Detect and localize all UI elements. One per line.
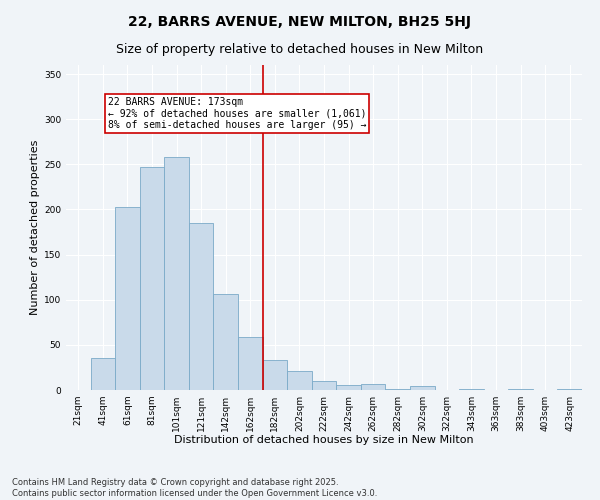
Bar <box>410 386 434 390</box>
Text: 22, BARRS AVENUE, NEW MILTON, BH25 5HJ: 22, BARRS AVENUE, NEW MILTON, BH25 5HJ <box>128 15 472 29</box>
Bar <box>214 294 238 390</box>
Text: Contains HM Land Registry data © Crown copyright and database right 2025.
Contai: Contains HM Land Registry data © Crown c… <box>12 478 377 498</box>
Bar <box>189 223 214 390</box>
Bar <box>459 389 484 390</box>
Bar <box>336 384 361 390</box>
Bar <box>263 360 287 390</box>
Bar <box>508 389 533 390</box>
Bar <box>164 157 189 390</box>
Bar <box>91 358 115 390</box>
Bar <box>115 206 140 390</box>
Bar <box>361 384 385 390</box>
Text: Size of property relative to detached houses in New Milton: Size of property relative to detached ho… <box>116 42 484 56</box>
Bar <box>140 167 164 390</box>
Bar <box>238 336 263 390</box>
Bar <box>312 381 336 390</box>
Bar <box>287 371 312 390</box>
Text: 22 BARRS AVENUE: 173sqm
← 92% of detached houses are smaller (1,061)
8% of semi-: 22 BARRS AVENUE: 173sqm ← 92% of detache… <box>108 96 366 130</box>
Bar <box>385 389 410 390</box>
Bar <box>557 389 582 390</box>
Y-axis label: Number of detached properties: Number of detached properties <box>30 140 40 315</box>
X-axis label: Distribution of detached houses by size in New Milton: Distribution of detached houses by size … <box>174 436 474 446</box>
